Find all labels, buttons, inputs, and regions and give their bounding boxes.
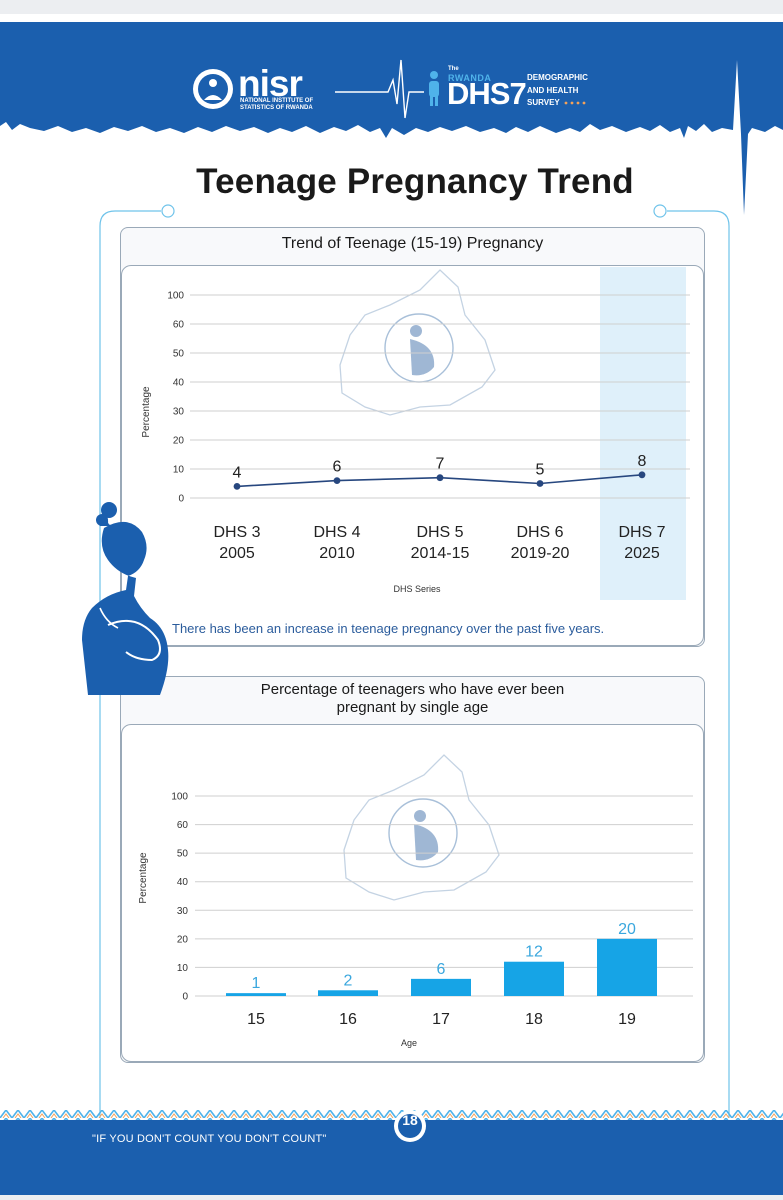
chart2-watermark-circle-icon — [388, 798, 458, 868]
chart1-highlight-column — [600, 267, 686, 600]
dhs-line3: SURVEY — [527, 98, 560, 107]
chart2-y-tick-label: 60 — [177, 820, 189, 831]
header-band — [0, 0, 783, 215]
chart2-x-tick-label: 17 — [432, 1011, 450, 1028]
chart2-title-line1: Percentage of teenagers who have ever be… — [260, 681, 565, 698]
dhs-the: The — [448, 66, 459, 72]
chart2-data-label: 6 — [437, 961, 446, 978]
chart2-y-tick-label: 10 — [177, 963, 189, 974]
chart2-watermark-body-icon — [414, 824, 439, 861]
chart1-y-tick-label: 60 — [173, 320, 185, 331]
chart1-data-label: 8 — [638, 453, 647, 470]
chart1-x-tick-label: DHS 7 — [618, 524, 665, 541]
chart1-x-tick-label: DHS 6 — [516, 524, 563, 541]
dhs-rwanda: RWANDA — [448, 73, 492, 83]
chart2-y-tick-label: 30 — [177, 906, 189, 917]
chart1-x-tick-label: 2019-20 — [511, 545, 570, 562]
chart2-bar — [226, 993, 286, 996]
chart2-y-tick-label: 20 — [177, 934, 189, 945]
chart1-data-label: 5 — [536, 462, 545, 479]
chart2-bar — [597, 938, 657, 996]
footer-band — [0, 1110, 783, 1200]
chart2-x-tick-label: 15 — [247, 1011, 265, 1028]
nisr-logo-text: nisr — [238, 63, 303, 104]
chart1-y-tick-label: 40 — [173, 378, 185, 389]
nisr-subtitle-line2: STATISTICS OF RWANDA — [240, 105, 313, 111]
chart2-watermark-head-icon — [414, 810, 426, 822]
chart1-data-point — [333, 477, 341, 484]
chart2-title-line2: pregnant by single age — [336, 699, 489, 716]
chart1-title: Trend of Teenage (15-19) Pregnancy — [281, 235, 544, 252]
footer-slogan: "IF YOU DON'T COUNT YOU DON'T COUNT" — [92, 1133, 327, 1145]
chart2-data-label: 2 — [344, 972, 353, 989]
dhs-figure-icon — [430, 71, 438, 79]
chart1-x-tick-label: DHS 4 — [313, 524, 360, 541]
chart1-data-label: 6 — [333, 459, 342, 476]
chart1-map-outline-icon — [339, 269, 496, 416]
chart2-data-label: 12 — [525, 944, 543, 961]
chart1-y-tick-label: 0 — [178, 494, 184, 505]
chart1-y-axis-label: Percentage — [141, 386, 152, 438]
chart2-y-tick-label: 100 — [171, 792, 188, 803]
dhs-line1: DEMOGRAPHIC — [527, 73, 588, 82]
page-title: Teenage Pregnancy Trend — [196, 162, 634, 201]
chart1-x-tick-label: 2005 — [219, 545, 255, 562]
chart2-x-tick-label: 19 — [618, 1011, 636, 1028]
chart1-y-tick-label: 100 — [167, 291, 184, 302]
chart1-watermark-head-icon — [410, 325, 422, 337]
chart2-y-tick-label: 50 — [177, 849, 189, 860]
chart1-data-point — [233, 483, 241, 490]
chart2-y-axis-label: Percentage — [138, 852, 149, 904]
chart1-data-point — [436, 474, 444, 482]
chart1-data-point — [638, 471, 646, 479]
chart1-watermark-body-icon — [410, 339, 435, 376]
chart2-bar — [411, 978, 471, 996]
chart1-y-tick-label: 50 — [173, 349, 185, 360]
chart2-data-label: 1 — [252, 975, 261, 992]
chart2-x-axis-label: Age — [401, 1038, 417, 1048]
dhs-line2: AND HEALTH — [527, 86, 579, 95]
chart1-data-label: 4 — [233, 464, 242, 481]
chart1-y-tick-label: 30 — [173, 407, 185, 418]
chart2-y-tick-label: 40 — [177, 877, 189, 888]
chart2-bar — [504, 961, 564, 996]
chart2-x-tick-label: 16 — [339, 1011, 357, 1028]
chart1-data-label: 7 — [436, 456, 445, 473]
chart2-bar — [318, 990, 378, 996]
chart2-x-tick-label: 18 — [525, 1011, 543, 1028]
chart2-data-label: 20 — [618, 921, 636, 938]
chart1-y-tick-label: 10 — [173, 465, 185, 476]
chart1-x-tick-label: DHS 5 — [416, 524, 463, 541]
chart1-y-tick-label: 20 — [173, 436, 185, 447]
chart2-y-tick-label: 0 — [182, 992, 188, 1003]
dhs-name: DHS7 — [447, 76, 527, 111]
chart1-x-tick-label: 2010 — [319, 545, 355, 562]
chart1-caption: There has been an increase in teenage pr… — [172, 621, 605, 636]
chart1-x-tick-label: DHS 3 — [213, 524, 260, 541]
chart1-x-tick-label: 2014-15 — [411, 545, 470, 562]
chart1-data-point — [536, 480, 544, 487]
pregnant-girl-icon — [82, 502, 169, 695]
nisr-subtitle-line1: NATIONAL INSTITUTE OF — [240, 98, 314, 104]
page-number: 18 — [402, 1112, 418, 1128]
chart1-x-tick-label: 2025 — [624, 545, 660, 562]
chart1-x-axis-label: DHS Series — [393, 584, 441, 594]
